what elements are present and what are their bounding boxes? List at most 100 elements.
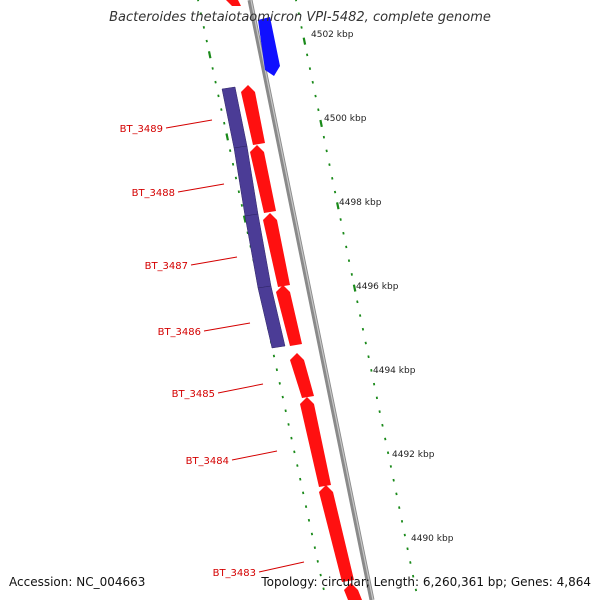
gene-arrow[interactable]	[241, 85, 265, 145]
gene-arrow[interactable]	[276, 285, 302, 346]
tick-minor	[409, 561, 412, 564]
tick-minor	[310, 532, 314, 536]
tick-minor	[328, 163, 331, 166]
tick-minor	[240, 204, 243, 207]
gene-label-bt3489[interactable]: BT_3489	[120, 124, 163, 135]
gene-arrow[interactable]	[344, 583, 362, 600]
gene-label-bt3485[interactable]: BT_3485	[172, 389, 215, 400]
tick-minor	[211, 67, 214, 70]
leader-line	[203, 322, 251, 332]
tick-marks-outer	[295, 0, 418, 592]
tick-minor	[364, 341, 367, 345]
tick-minor	[304, 505, 308, 508]
gene-arrow[interactable]	[263, 213, 290, 287]
tick-minor	[296, 464, 299, 467]
gene-label-bt3486[interactable]: BT_3486	[158, 327, 201, 338]
genome-backbone	[247, 0, 375, 600]
tick-minor	[412, 574, 415, 578]
leader-line	[231, 450, 278, 461]
tick-major	[319, 119, 323, 128]
tick-minor	[231, 162, 235, 166]
tick-minor	[284, 409, 287, 413]
position-label: 4498 kbp	[339, 198, 382, 208]
gene-arrow[interactable]	[300, 397, 331, 487]
tick-minor	[381, 423, 384, 427]
gene-label-group: BT_3489 BT_3488 BT_3487 BT_3486 BT_3485 …	[120, 124, 256, 579]
tick-minor	[389, 465, 392, 468]
tick-minor	[342, 231, 345, 235]
tick-minor	[290, 436, 293, 440]
tick-minor	[314, 94, 317, 98]
tick-minor	[414, 588, 418, 592]
tick-major	[336, 202, 340, 210]
label-leader-lines	[165, 119, 305, 573]
tick-minor	[333, 190, 337, 194]
tick-minor	[367, 355, 370, 359]
tick-minor	[370, 369, 373, 372]
tick-minor	[339, 218, 342, 221]
tick-minor	[202, 26, 205, 29]
tick-minor	[214, 80, 217, 84]
operon-block[interactable]	[257, 285, 286, 349]
genome-summary-text: Topology: circular; Length: 6,260,361 bp…	[261, 575, 591, 589]
tick-minor	[325, 149, 328, 153]
tick-minor	[237, 190, 240, 194]
tick-minor	[300, 26, 303, 29]
gene-label-bt3483[interactable]: BT_3483	[213, 568, 256, 579]
tick-minor	[205, 39, 208, 43]
gene-arrow-reverse[interactable]	[258, 17, 280, 76]
gene-label-bt3488[interactable]: BT_3488	[132, 188, 175, 199]
tick-minor	[287, 423, 290, 426]
tick-minor	[322, 587, 325, 591]
tick-minor	[223, 121, 226, 125]
leader-line	[217, 383, 264, 394]
tick-minor	[378, 410, 381, 413]
operon-blocks	[221, 86, 286, 349]
tick-minor	[199, 12, 203, 16]
tick-minor	[384, 437, 387, 441]
tick-major	[207, 51, 212, 59]
genome-title: Bacteroides thetaiotaomicron VPI-5482, c…	[109, 10, 491, 25]
tick-minor	[311, 80, 314, 84]
tick-minor	[220, 108, 223, 111]
gene-label-bt3484[interactable]: BT_3484	[186, 456, 229, 467]
gene-arrow[interactable]	[250, 145, 276, 213]
tick-minor	[392, 478, 395, 482]
tick-minor	[316, 560, 319, 563]
position-label-group: 4502 kbp 4500 kbp 4498 kbp 4496 kbp 4494…	[311, 30, 454, 544]
position-label: 4492 kbp	[392, 450, 435, 460]
tick-minor	[306, 53, 309, 57]
tick-minor	[275, 368, 278, 372]
leader-line	[190, 256, 238, 266]
tick-minor	[313, 546, 316, 549]
tick-major	[352, 284, 357, 292]
tick-minor	[281, 395, 284, 399]
leader-line	[165, 119, 213, 129]
tick-minor	[406, 547, 409, 551]
gene-arrow[interactable]	[319, 485, 354, 582]
tick-minor	[359, 314, 362, 317]
tick-minor	[361, 327, 365, 331]
tick-minor	[319, 573, 322, 577]
tick-minor	[398, 506, 401, 509]
genome-backbone-highlight	[250, 0, 374, 600]
gene-arrow[interactable]	[226, 0, 241, 6]
gene-features	[226, 0, 362, 600]
position-label: 4494 kbp	[373, 366, 416, 376]
tick-minor	[246, 231, 249, 235]
accession-text: Accession: NC_004663	[9, 575, 146, 589]
position-label: 4500 kbp	[324, 114, 367, 124]
tick-minor	[386, 451, 390, 455]
gene-arrow[interactable]	[290, 353, 314, 398]
tick-minor	[293, 450, 296, 454]
tick-major	[302, 37, 307, 45]
tick-minor	[234, 176, 238, 180]
gene-label-bt3487[interactable]: BT_3487	[145, 261, 188, 272]
tick-minor	[307, 518, 311, 522]
tick-minor	[345, 245, 348, 249]
position-label: 4496 kbp	[356, 282, 399, 292]
tick-minor	[197, 0, 200, 2]
tick-minor	[299, 477, 302, 481]
